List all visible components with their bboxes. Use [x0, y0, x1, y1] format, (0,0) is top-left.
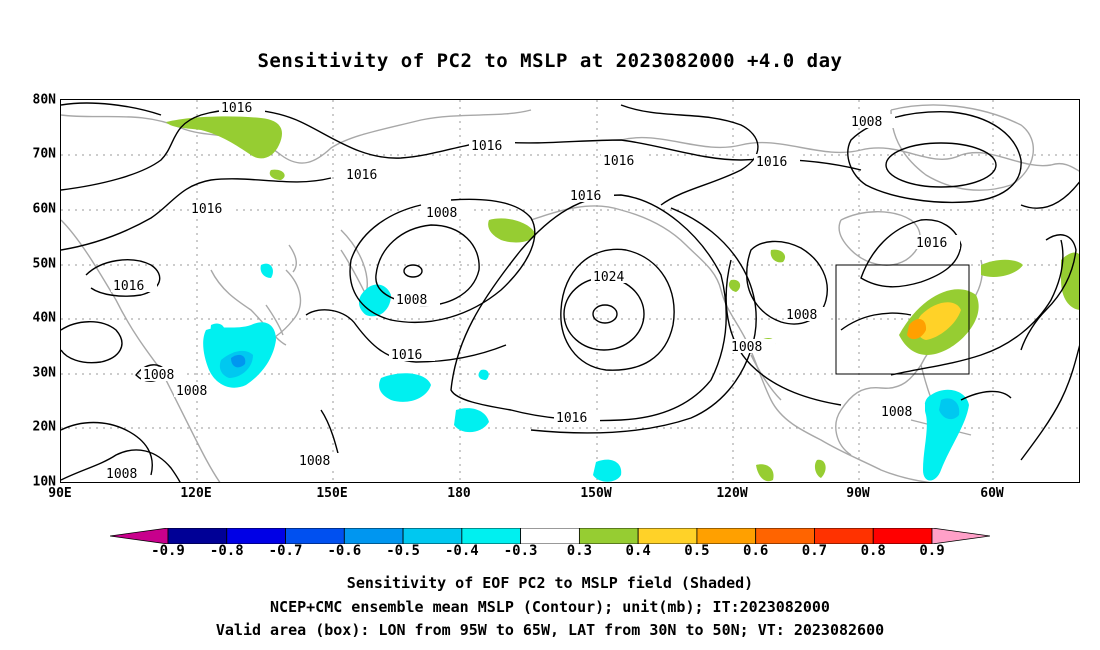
- lon-label-180: 180: [447, 486, 471, 501]
- colorbar-tick-label: 0.7: [801, 543, 828, 559]
- contour-label-1016-b: 1016: [471, 139, 502, 154]
- contour-label-1016-c: 1016: [346, 168, 377, 183]
- negative-shading-0.4: [219, 350, 960, 420]
- colorbar-cell: [461, 528, 522, 544]
- contour-label-1016-i: 1016: [391, 348, 422, 363]
- negative-shading-0.5: [231, 354, 246, 368]
- colorbar-arrow-left: [110, 528, 169, 544]
- lon-label-90w: 90W: [846, 486, 870, 501]
- colorbar-cell: [578, 528, 639, 544]
- contour-label-1008-d: 1008: [786, 308, 817, 323]
- colorbar-tick-label: 0.6: [743, 543, 769, 559]
- positive-shading-0.5: [907, 318, 927, 340]
- colorbar-tick-label: -0.8: [209, 543, 244, 559]
- contour-label-1008-g: 1008: [176, 384, 207, 399]
- caption-line-3: Valid area (box): LON from 95W to 65W, L…: [215, 621, 885, 639]
- colorbar-cell: [637, 528, 698, 544]
- colorbar-tick-label: 0.9: [919, 543, 945, 559]
- colorbar-cell: [226, 528, 286, 544]
- negative-shading-0.3: [203, 263, 969, 482]
- contour-label-1008-c: 1008: [851, 115, 882, 130]
- colorbar-cell: [520, 528, 580, 544]
- lat-label-50n: 50N: [32, 256, 56, 272]
- lat-label-10n: 10N: [32, 474, 56, 490]
- lat-label-30n: 30N: [32, 365, 56, 381]
- contour-label-1008-a: 1008: [426, 206, 457, 221]
- plot-title: Sensitivity of PC2 to MSLP at 2023082000…: [257, 50, 843, 72]
- colorbar-tick-label: -0.6: [327, 543, 362, 559]
- lat-label-60n: 60N: [32, 201, 56, 217]
- colorbar-cell: [285, 528, 345, 544]
- colorbar-tick-label: -0.9: [151, 543, 185, 559]
- lat-label-20n: 20N: [32, 419, 56, 435]
- colorbar-tick-label: 0.4: [625, 543, 651, 559]
- lon-label-120w: 120W: [716, 486, 748, 501]
- contour-label-1008-h: 1008: [106, 467, 137, 482]
- positive-shading-0.4: [916, 302, 961, 340]
- valid-area-box: [835, 264, 970, 375]
- colorbar-tick-label: -0.7: [268, 543, 303, 559]
- colorbar: [110, 528, 990, 544]
- caption-line-1: Sensitivity of EOF PC2 to MSLP field (Sh…: [346, 574, 754, 592]
- lon-label-150e: 150E: [316, 486, 348, 501]
- contour-label-1016-d: 1016: [603, 154, 634, 169]
- contour-label-1016-j: 1016: [556, 411, 587, 426]
- lat-label-70n: 70N: [32, 146, 56, 162]
- map-svg: 1016 1016 1016 1016 1016 1016 1016 1016 …: [61, 100, 1079, 482]
- colorbar-tick-label: 0.3: [566, 543, 593, 559]
- contour-label-1016-a: 1016: [221, 101, 252, 116]
- colorbar-cell: [814, 528, 874, 544]
- colorbar-cell: [755, 528, 815, 544]
- contour-label-1016-g: 1016: [570, 189, 601, 204]
- colorbar-tick-label: -0.5: [386, 543, 420, 559]
- colorbar-cell: [402, 528, 463, 544]
- contour-label-1016-k: 1016: [916, 236, 947, 251]
- lon-label-60w: 60W: [980, 486, 1004, 501]
- lat-label-80n: 80N: [32, 92, 56, 108]
- colorbar-cell: [696, 528, 757, 544]
- lon-label-120e: 120E: [180, 486, 212, 501]
- mslp-contours: [61, 102, 1079, 482]
- contour-label-1008-e: 1008: [731, 340, 762, 355]
- colorbar-cell: [343, 528, 404, 544]
- lon-label-150w: 150W: [580, 486, 612, 501]
- contour-label-1008-i: 1008: [299, 454, 330, 469]
- contour-label-1024: 1024: [593, 270, 624, 285]
- contour-label-1016-e: 1016: [756, 155, 787, 170]
- contour-label-1016-h: 1016: [113, 279, 144, 294]
- contour-labels: 1016 1016 1016 1016 1016 1016 1016 1016 …: [104, 100, 960, 482]
- colorbar-tick-label: -0.3: [503, 543, 538, 559]
- colorbar-tick-label: 0.5: [684, 543, 710, 559]
- lat-label-40n: 40N: [32, 310, 56, 326]
- colorbar-tick-label: -0.4: [444, 543, 479, 559]
- colorbar-cell: [872, 528, 933, 544]
- caption-line-2: NCEP+CMC ensemble mean MSLP (Contour); u…: [270, 598, 830, 616]
- colorbar-cell: [167, 528, 228, 544]
- contour-label-1008-f: 1008: [143, 368, 174, 383]
- lon-label-90e: 90E: [48, 486, 72, 501]
- contour-label-1016-f: 1016: [191, 202, 222, 217]
- map-plot-area: 1016 1016 1016 1016 1016 1016 1016 1016 …: [60, 99, 1080, 483]
- colorbar-tick-label: 0.8: [860, 543, 886, 559]
- contour-label-1008-b: 1008: [396, 293, 427, 308]
- colorbar-arrow-right: [931, 528, 990, 544]
- contour-label-1008-j: 1008: [881, 405, 912, 420]
